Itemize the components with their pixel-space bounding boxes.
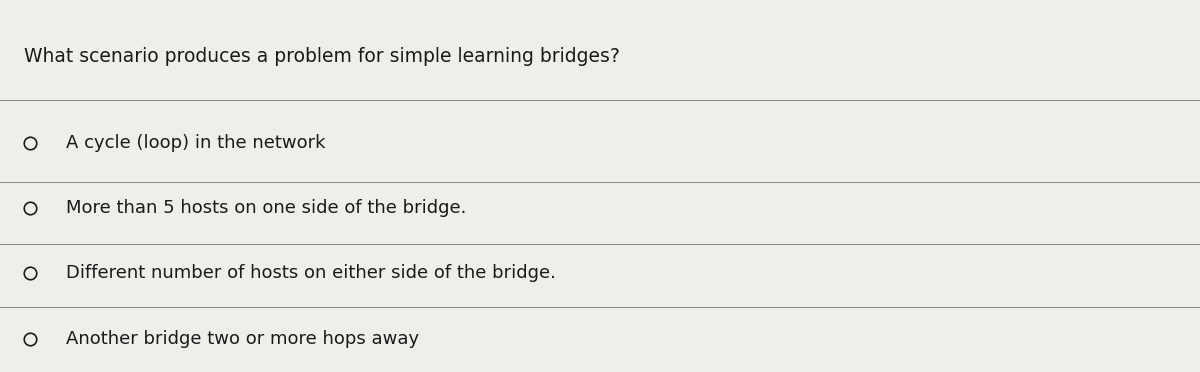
Text: Different number of hosts on either side of the bridge.: Different number of hosts on either side…: [66, 264, 556, 282]
Text: More than 5 hosts on one side of the bridge.: More than 5 hosts on one side of the bri…: [66, 199, 467, 217]
Text: What scenario produces a problem for simple learning bridges?: What scenario produces a problem for sim…: [24, 46, 620, 65]
Text: A cycle (loop) in the network: A cycle (loop) in the network: [66, 134, 325, 152]
Text: Another bridge two or more hops away: Another bridge two or more hops away: [66, 330, 419, 347]
